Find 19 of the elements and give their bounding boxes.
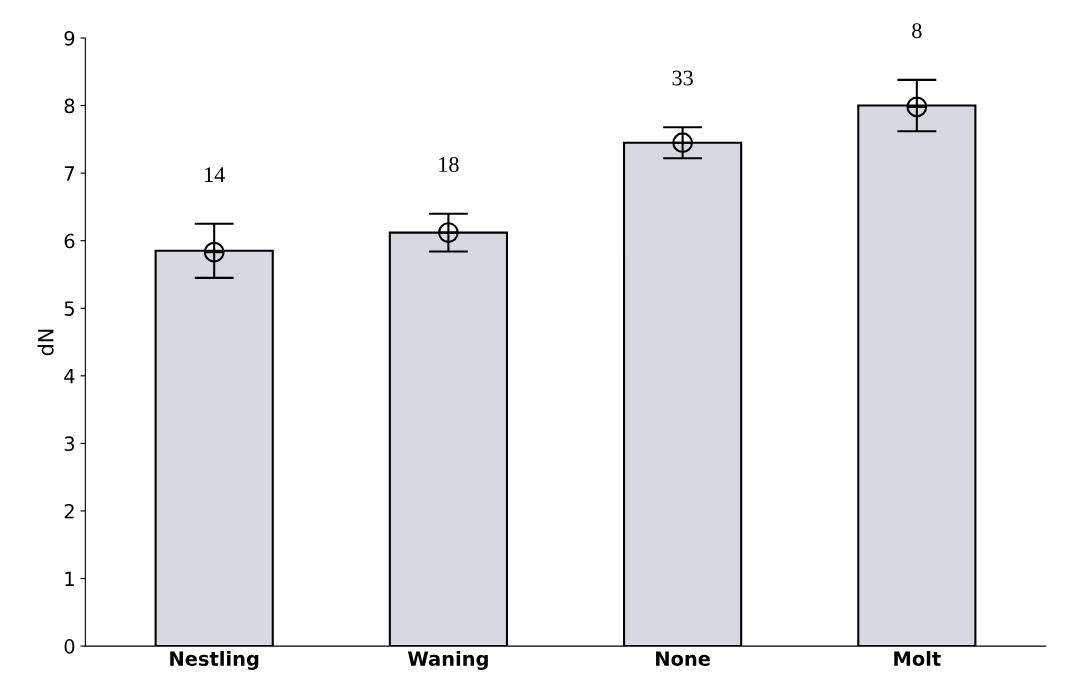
y-tick-label: 6 (64, 233, 75, 249)
y-tick-label: 0 (64, 639, 75, 654)
y-tick-label: 8 (64, 98, 75, 114)
y-tick-label: 1 (65, 571, 74, 586)
annotation: 8 (912, 23, 922, 39)
y-tick-label: 4 (64, 369, 75, 384)
x-tick-label: Waning (407, 650, 488, 670)
annotation: 14 (205, 167, 225, 182)
y-axis-title: dN (37, 329, 54, 356)
x-tick-label: None (656, 651, 711, 666)
y-tick-label: 2 (64, 503, 74, 519)
y-tick-label: 9 (64, 30, 75, 46)
annotation: 18 (439, 157, 459, 172)
y-tick-label: 7 (64, 166, 74, 181)
y-tick-label: 5 (64, 301, 74, 316)
annotation: 33 (672, 70, 693, 86)
x-tick-label: Molt (894, 650, 941, 666)
y-tick-label: 3 (64, 436, 75, 452)
x-tick-label: Nestling (170, 650, 259, 670)
